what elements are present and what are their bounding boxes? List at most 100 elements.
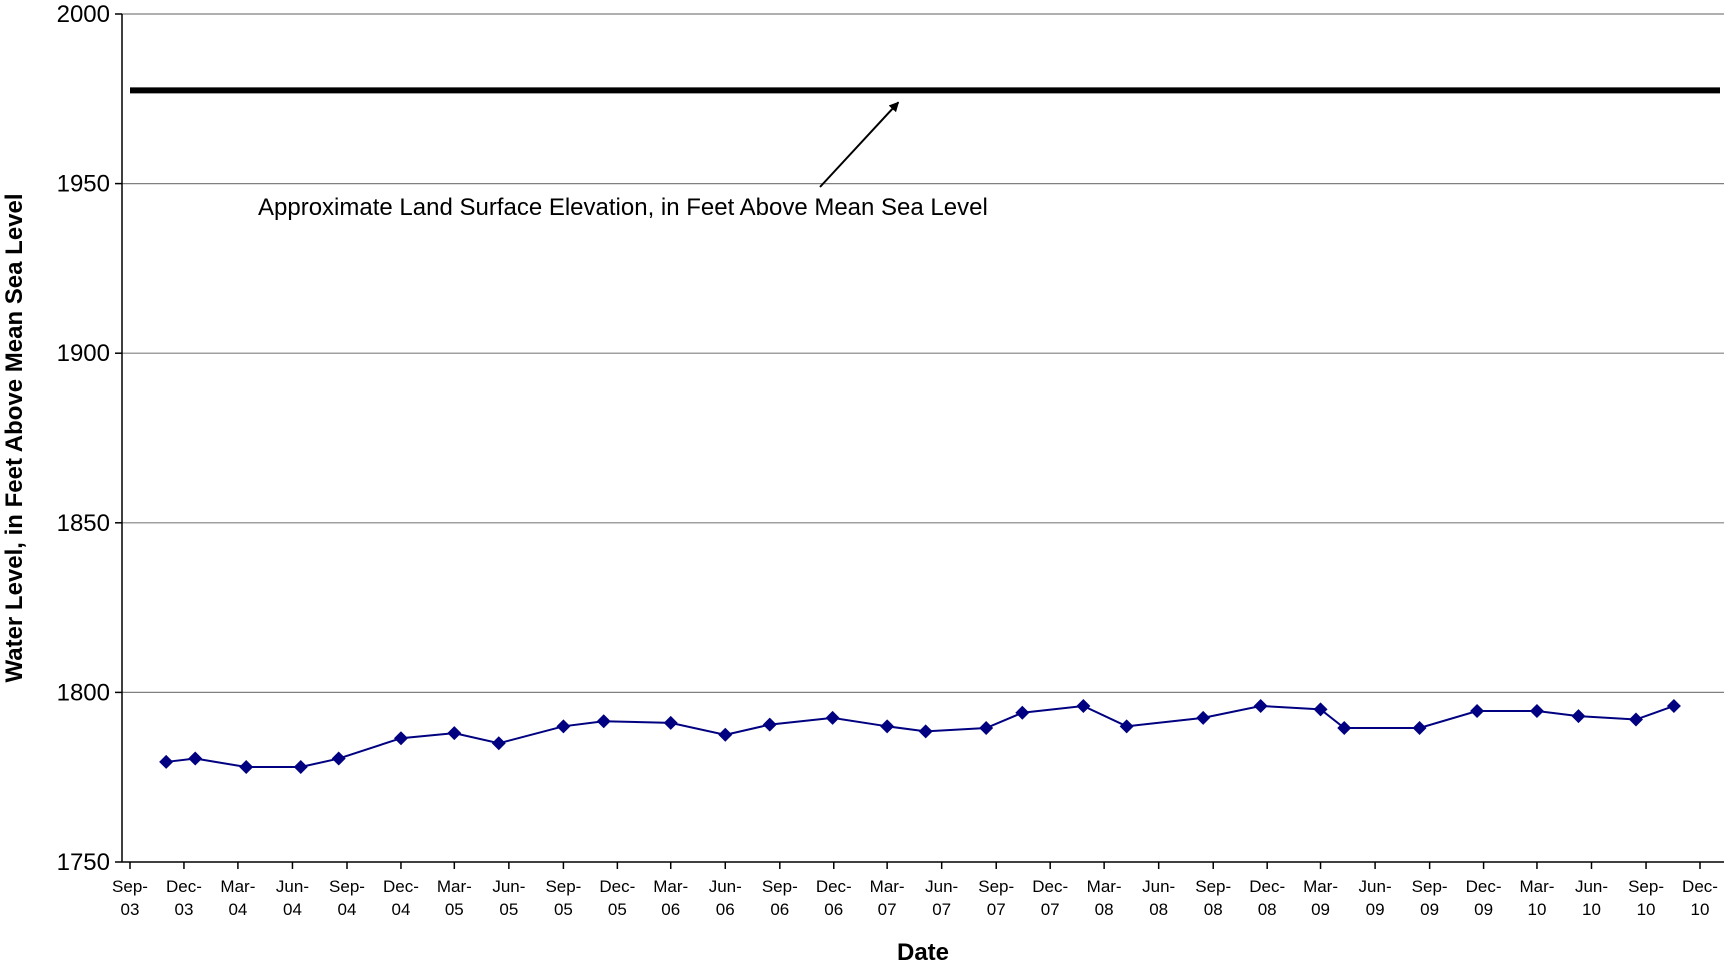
x-tick-label-year: 05 bbox=[499, 900, 518, 919]
x-tick-label-month: Dec- bbox=[166, 877, 202, 896]
data-point bbox=[556, 719, 571, 734]
series-line bbox=[166, 704, 1675, 769]
x-tick-label-month: Jun- bbox=[492, 877, 525, 896]
x-tick-label-year: 03 bbox=[174, 900, 193, 919]
x-tick-label-month: Mar- bbox=[653, 877, 688, 896]
y-axis-title: Water Level, in Feet Above Mean Sea Leve… bbox=[1, 193, 28, 682]
data-point bbox=[918, 724, 933, 739]
x-tick-label-year: 05 bbox=[445, 900, 464, 919]
x-tick-label-year: 08 bbox=[1095, 900, 1114, 919]
x-tick-label-month: Sep- bbox=[978, 877, 1014, 896]
data-point bbox=[1412, 721, 1427, 736]
x-tick-label-month: Sep- bbox=[112, 877, 148, 896]
data-point bbox=[159, 754, 174, 769]
x-tick-label-year: 09 bbox=[1311, 900, 1330, 919]
x-axis-title: Date bbox=[897, 939, 949, 964]
data-point bbox=[1253, 698, 1268, 713]
x-tick-label-year: 06 bbox=[661, 900, 680, 919]
x-tick-label-month: Mar- bbox=[1519, 877, 1554, 896]
x-tick-label-month: Jun- bbox=[1359, 877, 1392, 896]
data-point bbox=[1313, 702, 1328, 717]
x-tick-label-month: Jun- bbox=[925, 877, 958, 896]
data-point bbox=[1571, 709, 1586, 724]
x-tick-label-year: 05 bbox=[554, 900, 573, 919]
x-tick-label-year: 05 bbox=[608, 900, 627, 919]
x-tick-label-month: Mar- bbox=[437, 877, 472, 896]
data-point bbox=[880, 719, 895, 734]
x-tick-label-year: 04 bbox=[391, 900, 410, 919]
data-point bbox=[1196, 710, 1211, 725]
x-tick-label-year: 06 bbox=[824, 900, 843, 919]
x-tick-label-month: Dec- bbox=[1682, 877, 1718, 896]
x-tick-label-year: 07 bbox=[932, 900, 951, 919]
gridlines bbox=[122, 13, 1724, 694]
x-tick-label-month: Dec- bbox=[1032, 877, 1068, 896]
x-tick-label-month: Dec- bbox=[383, 877, 419, 896]
x-tick-label-year: 10 bbox=[1691, 900, 1710, 919]
x-tick-label-month: Mar- bbox=[1303, 877, 1338, 896]
data-point bbox=[1337, 721, 1352, 736]
x-tick-label-year: 07 bbox=[878, 900, 897, 919]
x-tick-label-year: 06 bbox=[716, 900, 735, 919]
data-point bbox=[331, 751, 346, 766]
y-tick-label: 1900 bbox=[57, 340, 110, 367]
annotation-label: Approximate Land Surface Elevation, in F… bbox=[258, 194, 988, 221]
x-tick-label-month: Jun- bbox=[276, 877, 309, 896]
data-point bbox=[1666, 698, 1681, 713]
x-tick-label-year: 10 bbox=[1527, 900, 1546, 919]
x-tick-label-year: 09 bbox=[1366, 900, 1385, 919]
data-point bbox=[1119, 719, 1134, 734]
x-tick-label-year: 06 bbox=[770, 900, 789, 919]
data-point bbox=[393, 731, 408, 746]
x-tick-label-month: Mar- bbox=[870, 877, 905, 896]
x-tick-label-year: 04 bbox=[228, 900, 247, 919]
x-tick-label-month: Mar- bbox=[220, 877, 255, 896]
x-tick-label-month: Dec- bbox=[599, 877, 635, 896]
data-point bbox=[491, 736, 506, 751]
data-point bbox=[447, 726, 462, 741]
x-tick-label-month: Sep- bbox=[1412, 877, 1448, 896]
x-tick-label-month: Sep- bbox=[1195, 877, 1231, 896]
x-tick-label-month: Mar- bbox=[1087, 877, 1122, 896]
x-tick-label-year: 08 bbox=[1258, 900, 1277, 919]
data-point bbox=[718, 727, 733, 742]
annotations: Approximate Land Surface Elevation, in F… bbox=[258, 101, 988, 221]
x-tick-label-year: 08 bbox=[1204, 900, 1223, 919]
series bbox=[159, 698, 1681, 775]
x-tick-label-year: 07 bbox=[987, 900, 1006, 919]
x-tick-label-month: Jun- bbox=[1142, 877, 1175, 896]
x-tick-label-month: Jun- bbox=[1575, 877, 1608, 896]
x-tick-label-year: 09 bbox=[1420, 900, 1439, 919]
x-tick-label-year: 07 bbox=[1041, 900, 1060, 919]
x-tick-label-month: Sep- bbox=[329, 877, 365, 896]
data-point bbox=[825, 710, 840, 725]
x-tick-label-year: 09 bbox=[1474, 900, 1493, 919]
x-tick-label-year: 10 bbox=[1582, 900, 1601, 919]
x-tick-label-month: Dec- bbox=[816, 877, 852, 896]
x-tick-label-year: 04 bbox=[283, 900, 302, 919]
data-point bbox=[239, 760, 254, 775]
y-tick-label: 1850 bbox=[57, 510, 110, 537]
x-tick-label-month: Dec- bbox=[1249, 877, 1285, 896]
x-tick-label-year: 08 bbox=[1149, 900, 1168, 919]
data-point bbox=[1015, 705, 1030, 720]
axes bbox=[115, 13, 1724, 869]
x-tick-label-month: Dec- bbox=[1466, 877, 1502, 896]
data-point bbox=[293, 760, 308, 775]
x-tick-label-month: Sep- bbox=[762, 877, 798, 896]
data-point bbox=[1529, 704, 1544, 719]
x-tick-label-month: Jun- bbox=[709, 877, 742, 896]
data-point bbox=[1628, 712, 1643, 727]
y-tick-label: 1800 bbox=[57, 679, 110, 706]
data-point bbox=[979, 721, 994, 736]
x-tick-label-year: 04 bbox=[338, 900, 357, 919]
data-point bbox=[1470, 704, 1485, 719]
annotation-arrow bbox=[819, 101, 900, 188]
y-tick-label: 1750 bbox=[57, 849, 110, 876]
y-tick-label: 1950 bbox=[57, 171, 110, 198]
x-tick-label-year: 03 bbox=[121, 900, 140, 919]
data-point bbox=[663, 715, 678, 730]
